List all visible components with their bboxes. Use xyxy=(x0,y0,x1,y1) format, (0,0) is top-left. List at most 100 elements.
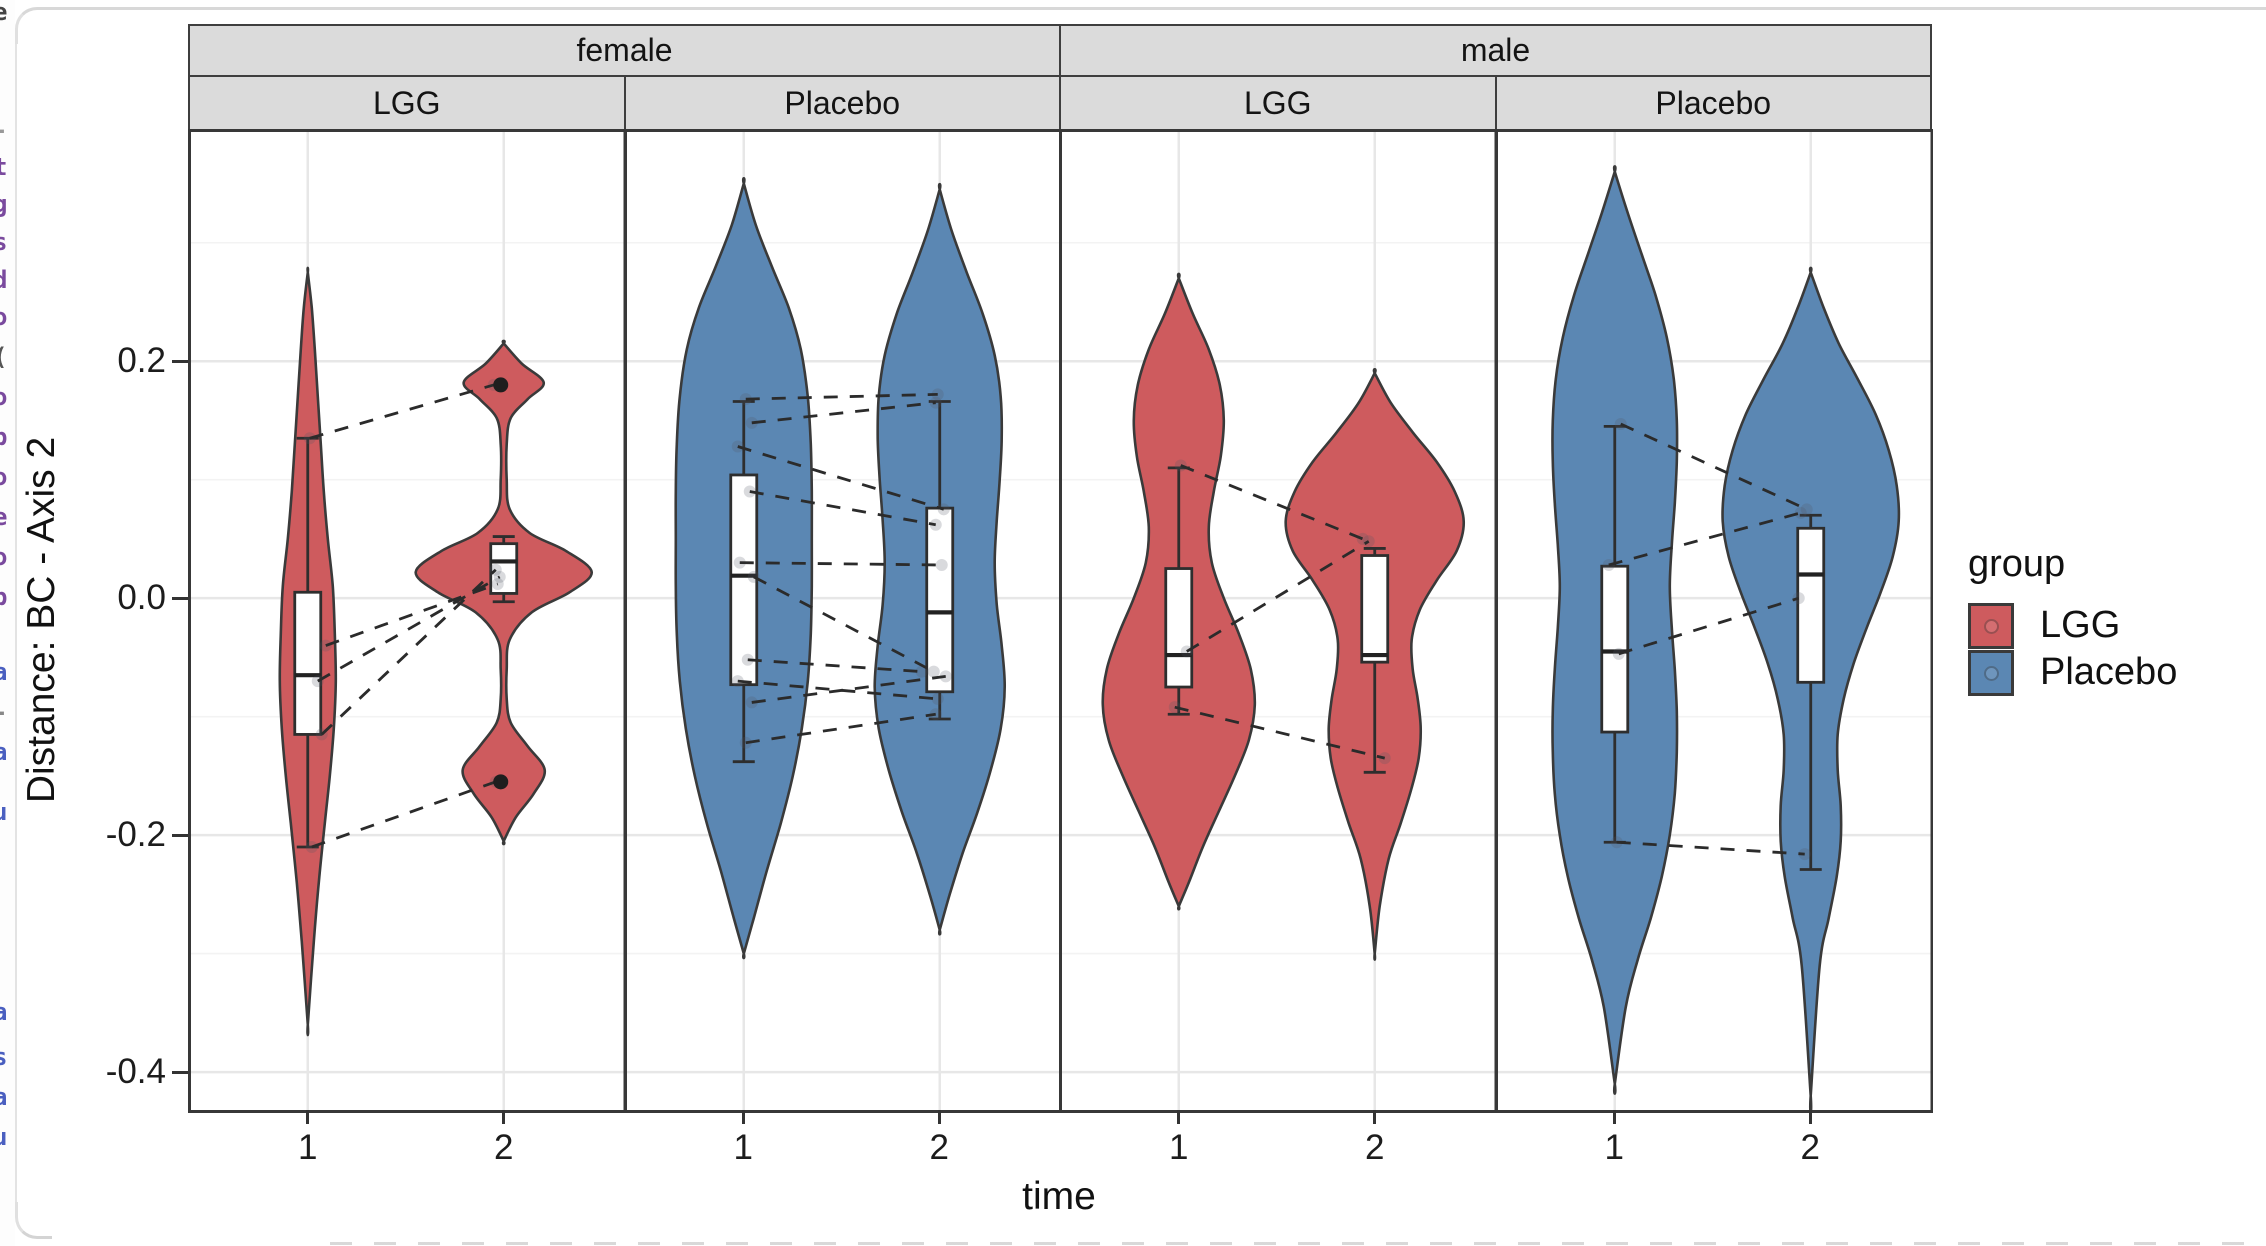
editor-glyph-fragment: s xyxy=(0,1043,8,1071)
connector-line xyxy=(1619,422,1807,511)
legend-entry-Placebo: Placebo xyxy=(1968,649,2177,696)
connector-line xyxy=(745,392,938,401)
editor-glyph-fragment: a xyxy=(0,998,8,1026)
subject-point xyxy=(929,518,942,531)
box xyxy=(293,590,323,736)
box xyxy=(1164,567,1194,689)
editor-glyph-fragment: g xyxy=(0,190,8,218)
legend-entry-LGG: LGG xyxy=(1968,602,2177,649)
connector-line xyxy=(1616,840,1805,856)
subject-point xyxy=(1610,836,1623,849)
legend-point-icon xyxy=(1984,665,1999,681)
legend-label: LGG xyxy=(2040,604,2121,646)
panel-male-LGG xyxy=(1059,129,1498,1113)
connector-line xyxy=(1186,540,1370,653)
editor-glyph-fragment: o xyxy=(0,543,8,571)
editor-glyph-fragment: u xyxy=(0,798,8,826)
editor-glyph-fragment: b xyxy=(0,423,8,451)
subject-point xyxy=(1168,701,1181,714)
connector-line xyxy=(311,780,497,849)
y-axis-title: Distance: BC - Axis 2 xyxy=(20,436,63,804)
y-tick-label: -0.2 xyxy=(105,815,166,855)
x-tick-label: 1 xyxy=(1604,1128,1624,1167)
x-tick-mark xyxy=(1612,1110,1616,1124)
connector-line xyxy=(751,401,936,425)
facet-strip-group-0-LGG: LGG xyxy=(188,75,626,131)
panel-male-Placebo xyxy=(1494,129,1933,1113)
connector-line xyxy=(737,679,938,701)
legend-title: group xyxy=(1968,543,2066,585)
editor-glyph-fragment: o xyxy=(0,303,8,331)
facet-strip-sex-male: male xyxy=(1059,24,1932,77)
x-tick-mark xyxy=(1177,1110,1181,1124)
x-tick-mark xyxy=(741,1110,745,1124)
y-tick-mark xyxy=(172,359,188,363)
legend-point-icon xyxy=(1984,618,1999,634)
outlier-point xyxy=(493,377,509,393)
box xyxy=(1795,526,1825,684)
connector-line xyxy=(317,575,501,683)
connector-line xyxy=(751,674,946,704)
editor-glyph-fragment: o xyxy=(0,463,8,491)
box xyxy=(489,542,519,595)
panel-border xyxy=(1494,129,1933,1113)
connector-line xyxy=(1174,705,1386,760)
connector-line xyxy=(309,383,495,440)
connector-line xyxy=(325,582,499,647)
screenshot-bottom-artifact xyxy=(330,1242,2266,1245)
editor-glyph-fragment: t xyxy=(0,153,8,181)
x-tick-mark xyxy=(1373,1110,1377,1124)
editor-glyph-fragment: o xyxy=(0,383,8,411)
box xyxy=(1599,564,1629,734)
editor-glyph-fragment: u xyxy=(0,1123,8,1151)
legend-rows: LGG Placebo xyxy=(1968,602,2177,696)
subject-point xyxy=(931,692,944,705)
connector-line xyxy=(1607,511,1801,567)
x-tick-label: 2 xyxy=(1800,1128,1820,1167)
x-tick-mark xyxy=(937,1110,941,1124)
subject-point xyxy=(1174,459,1187,472)
x-axis-title: time xyxy=(1022,1175,1096,1218)
card-corner-top-left xyxy=(15,7,52,44)
y-tick-label: 0.2 xyxy=(117,341,166,381)
subject-point xyxy=(1614,418,1627,431)
y-tick-label: -0.4 xyxy=(105,1052,166,1092)
card-left-edge xyxy=(15,28,17,1208)
editor-glyph-fragment: e xyxy=(0,503,8,531)
subject-point xyxy=(1800,503,1813,516)
subject-point xyxy=(1792,592,1805,605)
x-tick-mark xyxy=(1808,1110,1812,1124)
card-corner-bottom-left xyxy=(15,1202,52,1239)
connector-line xyxy=(749,490,936,527)
y-tick-mark xyxy=(172,596,188,600)
x-tick-mark xyxy=(502,1110,506,1124)
editor-glyph-fragment: ( xyxy=(0,345,7,369)
x-tick-label: 2 xyxy=(494,1128,514,1167)
connector-line xyxy=(745,712,936,745)
connector-line xyxy=(752,575,934,673)
subject-point xyxy=(915,665,928,678)
editor-glyph-fragment: d xyxy=(0,266,8,294)
facet-strip-group-2-LGG: LGG xyxy=(1059,75,1497,131)
subject-point xyxy=(1378,752,1391,765)
connector-line xyxy=(739,561,942,567)
panel-female-LGG xyxy=(188,129,627,1113)
legend: group LGG Placebo xyxy=(1968,543,2177,696)
facet-strip-group-3-Placebo: Placebo xyxy=(1494,75,1932,131)
y-tick-mark xyxy=(172,833,188,837)
legend-swatch-LGG xyxy=(1968,602,2014,649)
editor-glyph-fragment: - xyxy=(0,700,7,724)
x-tick-mark xyxy=(306,1110,310,1124)
subject-point xyxy=(1180,645,1193,658)
outlier-point xyxy=(493,774,509,790)
y-tick-label: 0.0 xyxy=(117,578,166,618)
subject-point xyxy=(935,559,948,571)
editor-glyph-fragment: - xyxy=(0,118,7,142)
panel-female-Placebo xyxy=(623,129,1062,1113)
facet-strip-group-1-Placebo: Placebo xyxy=(623,75,1061,131)
facet-strip-sex-female: female xyxy=(188,24,1061,77)
subject-point xyxy=(1602,559,1615,571)
subject-point xyxy=(1362,535,1375,548)
